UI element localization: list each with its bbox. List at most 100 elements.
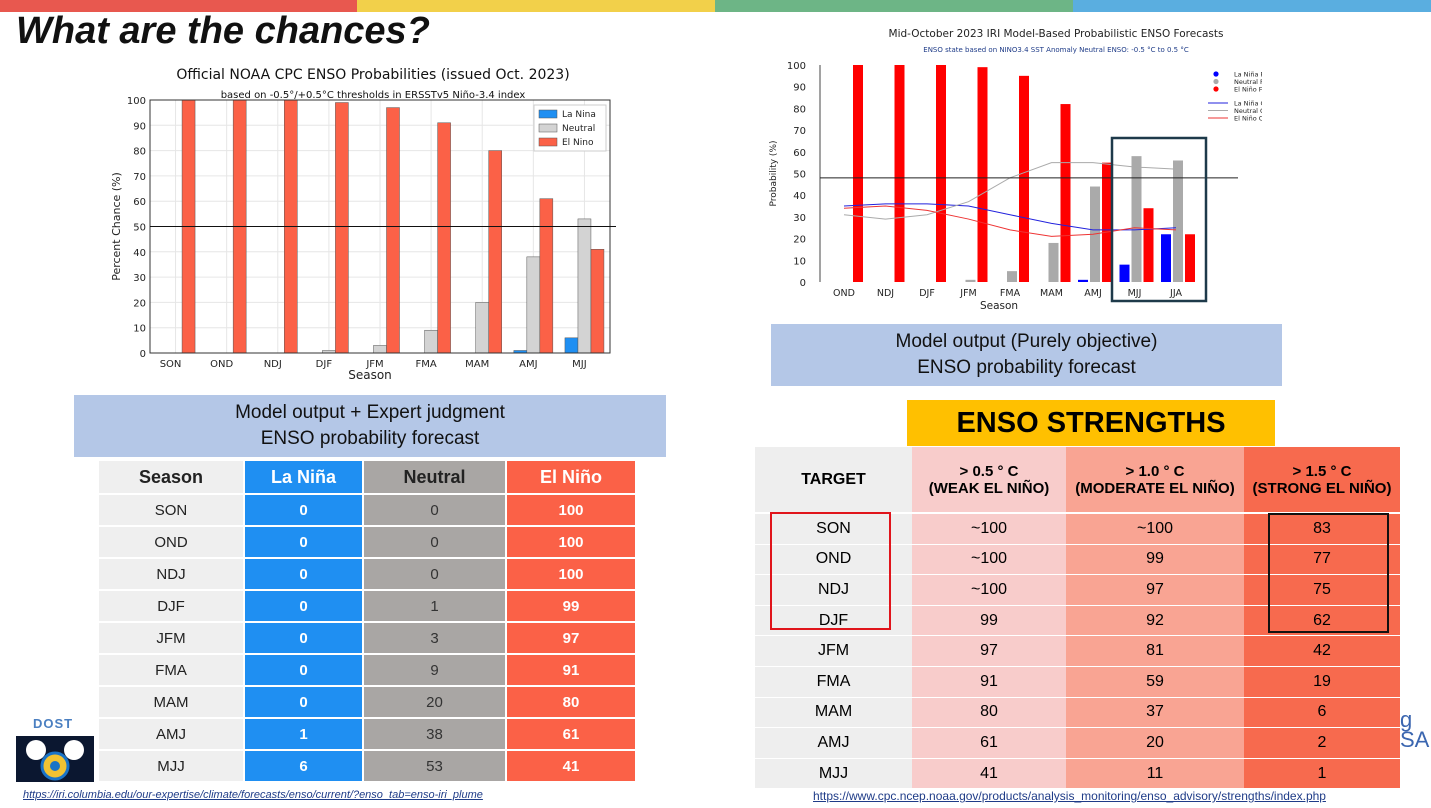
header-moderate-label: (MODERATE EL NIÑO) [1075, 479, 1235, 497]
header-strong-label: (STRONG EL NIÑO) [1252, 479, 1392, 497]
strong-cell: 75 [1244, 574, 1400, 606]
x-tick-label: NDJ [264, 359, 282, 370]
weak-cell: 91 [912, 665, 1066, 698]
y-tick-label: 30 [793, 213, 806, 224]
x-tick-label: MJJ [1128, 288, 1142, 299]
header-weak-label: (WEAK EL NIÑO) [928, 479, 1050, 497]
x-tick-label: DJF [316, 359, 333, 370]
x-tick-label: JFM [959, 288, 976, 299]
y-tick-label: 60 [793, 148, 806, 159]
expert-judgment-caption: Model output + Expert judgment ENSO prob… [74, 395, 666, 457]
moderate-cell: 37 [1066, 696, 1244, 728]
iri-source-link[interactable]: https://iri.columbia.edu/our-expertise/c… [23, 789, 483, 801]
strengths-row: FMA 91 59 19 [755, 665, 1400, 698]
la-nina-cell: 1 [245, 719, 362, 749]
strengths-header-row: TARGET > 0.5 ° C (WEAK EL NIÑO) > 1.0 ° C… [755, 447, 1400, 514]
la-nina-cell: 0 [245, 591, 362, 621]
bar-el-niño-forecast-probability [1060, 104, 1071, 282]
target-cell: DJF [755, 604, 912, 636]
chart-title: Official NOAA CPC ENSO Probabilities (is… [176, 67, 569, 83]
bar-el-niño-forecast-probability [936, 65, 946, 282]
cpc-strengths-source-link[interactable]: https://www.cpc.ncep.noaa.gov/products/a… [813, 789, 1326, 803]
bar-neutral [526, 256, 541, 354]
el-nino-cell: 61 [507, 719, 635, 749]
neutral-cell: 3 [364, 623, 505, 653]
table-row: SON 0 0 100 [99, 495, 635, 525]
bar-el-nino [539, 198, 554, 354]
neutral-cell: 38 [364, 719, 505, 749]
climatology-line [843, 203, 1177, 231]
legend-label: El Niño Climatology [1234, 115, 1262, 123]
moderate-cell: 11 [1066, 757, 1244, 789]
target-cell: MJJ [755, 757, 912, 789]
highlight-box [1110, 136, 1208, 303]
caption-line-1: Model output + Expert judgment [235, 402, 505, 423]
header-weak: > 0.5 ° C (WEAK EL NIÑO) [912, 447, 1066, 514]
caption-line-2: ENSO probability forecast [917, 357, 1136, 378]
bar-neutral [424, 329, 438, 354]
bar-neutral-forecast-probability [1131, 156, 1142, 282]
y-tick-label: 0 [800, 278, 806, 289]
y-tick-label: 90 [133, 121, 146, 132]
target-cell: MAM [755, 696, 912, 728]
weak-cell: 80 [912, 696, 1066, 728]
bar-el-nino [590, 249, 605, 354]
y-tick-label: 70 [133, 172, 146, 183]
table-row: JFM 0 3 97 [99, 623, 635, 653]
target-cell: FMA [755, 665, 912, 698]
strengths-row: MAM 80 37 6 [755, 696, 1400, 728]
moderate-cell: 92 [1066, 604, 1244, 636]
bar-neutral [373, 345, 387, 354]
bar-neutral-forecast-probability [1048, 242, 1059, 282]
x-tick-label: FMA [415, 359, 436, 370]
bar-neutral [475, 302, 489, 354]
table-row: FMA 0 9 91 [99, 655, 635, 685]
bar-el-niño-forecast-probability [977, 67, 988, 282]
el-nino-cell: 99 [507, 591, 635, 621]
season-cell: MAM [99, 687, 243, 717]
x-tick-label: JJA [1169, 288, 1182, 299]
neutral-cell: 0 [364, 559, 505, 589]
header-neutral: Neutral [364, 461, 505, 493]
y-tick-label: 30 [133, 273, 146, 284]
climatology-line [843, 205, 1177, 237]
y-tick-label: 0 [140, 349, 146, 360]
weak-cell: ~100 [912, 543, 1066, 575]
enso-strengths-title: ENSO STRENGTHS [907, 400, 1275, 446]
el-nino-cell: 97 [507, 623, 635, 653]
bar-la-niña-forecast-probability [1119, 264, 1130, 282]
neutral-cell: 9 [364, 655, 505, 685]
moderate-cell: 99 [1066, 543, 1244, 575]
season-cell: OND [99, 527, 243, 557]
y-tick-label: 20 [133, 298, 146, 309]
legend-swatch [538, 123, 558, 133]
header-la-nina: La Niña [245, 461, 362, 493]
legend-label: La Nina [562, 110, 596, 120]
season-cell: NDJ [99, 559, 243, 589]
la-nina-cell: 0 [245, 495, 362, 525]
legend-label: Neutral Forecast Probability [1234, 78, 1262, 86]
strengths-row: JFM 97 81 42 [755, 635, 1400, 667]
y-tick-label: 10 [133, 324, 146, 335]
bar-el-niño-forecast-probability [1143, 208, 1154, 282]
moderate-cell: 20 [1066, 727, 1244, 759]
target-cell: SON [755, 512, 912, 545]
season-cell: FMA [99, 655, 243, 685]
season-cell: MJJ [99, 751, 243, 781]
x-tick-label: OND [210, 359, 233, 370]
bar-la-niña-forecast-probability [1161, 234, 1171, 282]
bar-neutral-forecast-probability [1173, 160, 1183, 282]
y-tick-label: 20 [793, 235, 806, 246]
y-tick-label: 40 [133, 248, 146, 259]
el-nino-cell: 41 [507, 751, 635, 781]
header-moderate: > 1.0 ° C (MODERATE EL NIÑO) [1066, 447, 1244, 514]
table-row: DJF 0 1 99 [99, 591, 635, 621]
bar-el-niño-forecast-probability [853, 65, 863, 282]
bar-el-nino [335, 102, 349, 354]
header-strong-threshold: > 1.5 ° C [1292, 462, 1352, 480]
chart-subtitle: based on -0.5°/+0.5°C thresholds in ERSS… [221, 90, 526, 101]
moderate-cell: 59 [1066, 665, 1244, 698]
table-header-row: Season La Niña Neutral El Niño [99, 461, 635, 493]
legend-label: El Niño Forecast Probability [1234, 86, 1262, 94]
right-logo-fragment: g SA [1400, 707, 1430, 752]
